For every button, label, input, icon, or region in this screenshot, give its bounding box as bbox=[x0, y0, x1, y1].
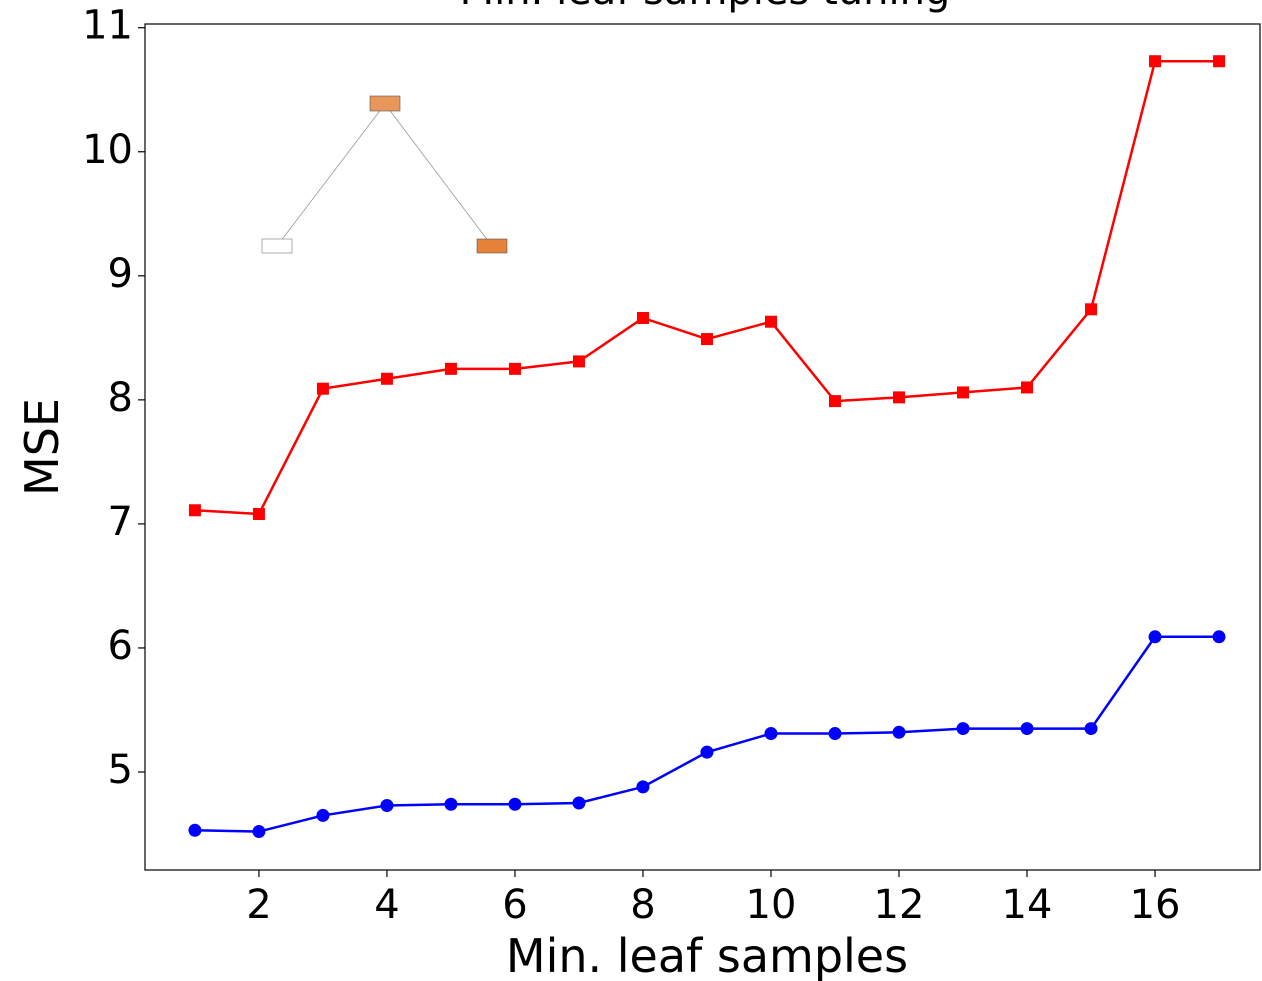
series-line bbox=[195, 61, 1219, 514]
point-marker bbox=[1021, 381, 1033, 393]
point-marker bbox=[957, 722, 970, 735]
chart: Min. leaf samples tuning Min. leaf sampl… bbox=[0, 0, 1262, 981]
y-tick-label: 9 bbox=[108, 251, 133, 297]
y-tick-label: 5 bbox=[108, 747, 133, 793]
tree-inset bbox=[262, 96, 507, 253]
point-marker bbox=[637, 312, 649, 324]
point-marker bbox=[253, 508, 265, 520]
point-marker bbox=[189, 504, 201, 516]
y-tick-label: 8 bbox=[108, 375, 133, 421]
point-marker bbox=[381, 373, 393, 385]
y-tick-label: 7 bbox=[108, 499, 133, 545]
y-tick-label: 10 bbox=[82, 127, 133, 173]
point-marker bbox=[316, 809, 329, 822]
x-tick-label: 8 bbox=[630, 882, 655, 928]
x-axis-label: Min. leaf samples bbox=[506, 929, 908, 981]
point-marker bbox=[701, 333, 713, 345]
chart-title: Min. leaf samples tuning bbox=[460, 0, 951, 14]
tree-edge bbox=[385, 104, 492, 246]
point-marker bbox=[700, 746, 713, 759]
point-marker bbox=[380, 799, 393, 812]
point-marker bbox=[509, 363, 521, 375]
point-marker bbox=[828, 727, 841, 740]
x-tick-label: 2 bbox=[246, 882, 271, 928]
point-marker bbox=[1021, 722, 1034, 735]
x-tick-label: 6 bbox=[502, 882, 527, 928]
point-marker bbox=[572, 797, 585, 810]
point-marker bbox=[1085, 722, 1098, 735]
tree-edge bbox=[277, 104, 385, 246]
point-marker bbox=[188, 824, 201, 837]
point-marker bbox=[508, 798, 521, 811]
point-marker bbox=[1149, 630, 1162, 643]
x-tick-label: 12 bbox=[874, 882, 925, 928]
point-marker bbox=[1213, 55, 1225, 67]
point-marker bbox=[829, 395, 841, 407]
point-marker bbox=[893, 391, 905, 403]
point-marker bbox=[636, 780, 649, 793]
series-line bbox=[195, 637, 1219, 832]
point-marker bbox=[317, 383, 329, 395]
point-marker bbox=[252, 825, 265, 838]
point-marker bbox=[444, 798, 457, 811]
point-marker bbox=[893, 726, 906, 739]
x-tick-label: 4 bbox=[374, 882, 399, 928]
y-tick-label: 11 bbox=[82, 3, 133, 49]
tree-node bbox=[370, 96, 400, 111]
y-tick-label: 6 bbox=[108, 623, 133, 669]
point-marker bbox=[957, 386, 969, 398]
tree-node bbox=[477, 239, 507, 253]
plot-frame bbox=[145, 24, 1260, 870]
point-marker bbox=[1149, 55, 1161, 67]
point-marker bbox=[765, 316, 777, 328]
x-tick-label: 10 bbox=[746, 882, 797, 928]
x-tick-label: 14 bbox=[1002, 882, 1053, 928]
point-marker bbox=[573, 355, 585, 367]
point-marker bbox=[764, 727, 777, 740]
point-marker bbox=[1213, 630, 1226, 643]
x-tick-label: 16 bbox=[1130, 882, 1181, 928]
y-axis-label: MSE bbox=[15, 398, 69, 496]
tree-node bbox=[262, 239, 292, 253]
point-marker bbox=[445, 363, 457, 375]
point-marker bbox=[1085, 303, 1097, 315]
